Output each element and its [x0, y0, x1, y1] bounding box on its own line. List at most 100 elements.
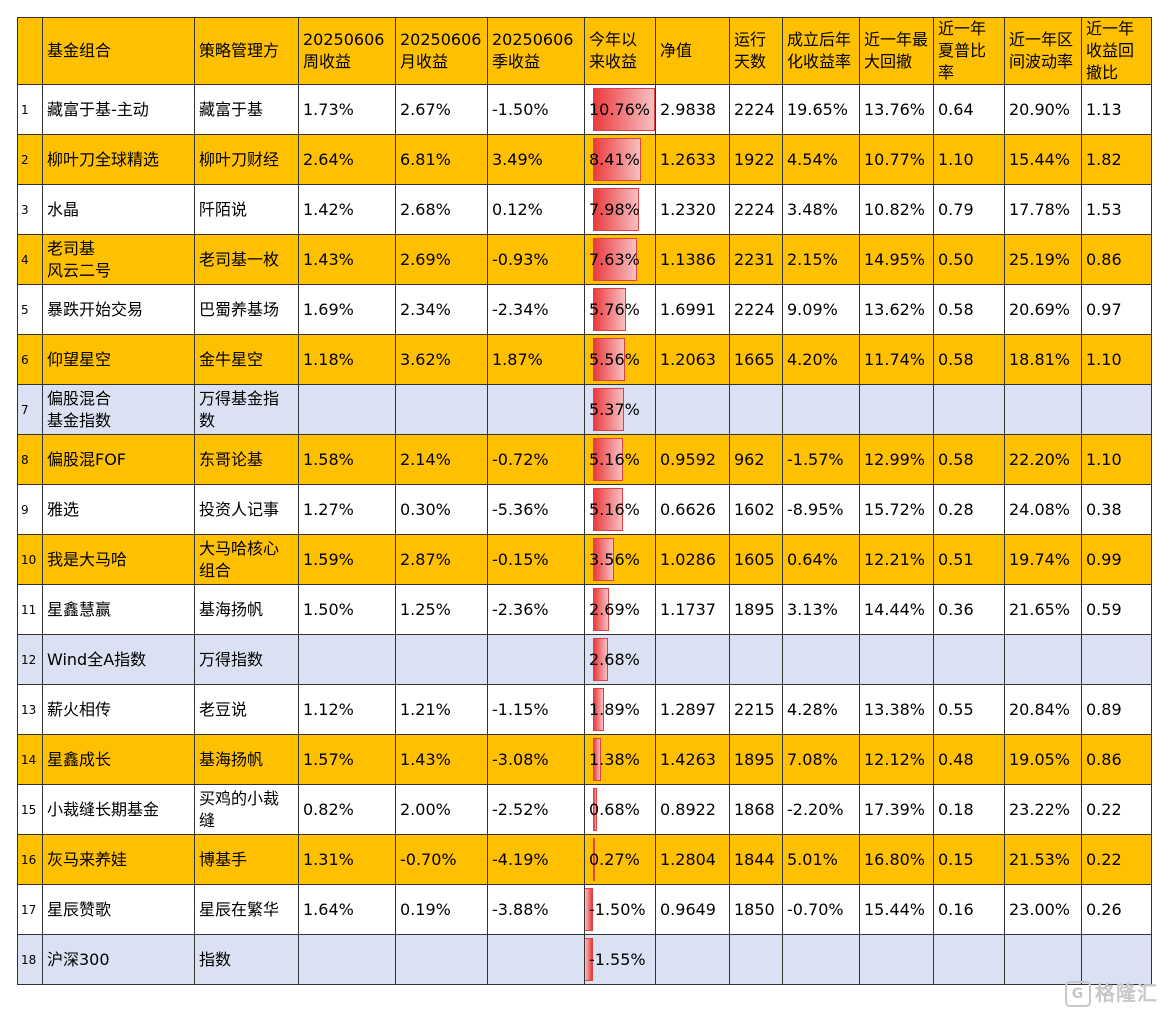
- fund-name: 小裁缝长期基金: [42, 784, 195, 835]
- return-drawdown-ratio: 0.22: [1081, 784, 1152, 835]
- row-index: 11: [17, 584, 43, 635]
- header-run-days: 运行天数: [729, 17, 783, 85]
- manager: 东哥论基: [194, 434, 299, 485]
- ytd-value: 0.27%: [589, 849, 640, 869]
- table-row: 18 沪深300 指数 -1.55%: [17, 934, 1152, 985]
- volatility: [1004, 384, 1082, 435]
- header-ytd-return: 今年以来收益: [584, 17, 656, 85]
- quarter-return: -3.08%: [487, 734, 585, 785]
- ytd-bar: [593, 788, 597, 831]
- manager: 藏富于基: [194, 84, 299, 135]
- max-drawdown: 17.39%: [859, 784, 934, 835]
- week-return: 1.58%: [298, 434, 396, 485]
- ytd-bar: [593, 238, 637, 281]
- week-return: 1.12%: [298, 684, 396, 735]
- fund-name: 柳叶刀全球精选: [42, 134, 195, 185]
- fund-name: 星鑫慧赢: [42, 584, 195, 635]
- run-days: 2224: [729, 84, 783, 135]
- sharpe: 0.64: [933, 84, 1005, 135]
- header-max-drawdown: 近一年最大回撤: [859, 17, 934, 85]
- ytd-return: 7.98%: [584, 184, 656, 235]
- ytd-return: 1.38%: [584, 734, 656, 785]
- table-row: 2 柳叶刀全球精选 柳叶刀财经 2.64% 6.81% 3.49% 8.41% 1.2633 1…: [17, 134, 1152, 185]
- ytd-return: 5.76%: [584, 284, 656, 335]
- return-drawdown-ratio: 0.89: [1081, 684, 1152, 735]
- annualized-return: -2.20%: [782, 784, 860, 835]
- ytd-value: 2.68%: [589, 649, 640, 669]
- nav: [655, 934, 730, 985]
- annualized-return: 9.09%: [782, 284, 860, 335]
- table-row: 9 雅选 投资人记事 1.27% 0.30% -5.36% 5.16% 0.6626 1602-…: [17, 484, 1152, 535]
- volatility: 21.65%: [1004, 584, 1082, 635]
- max-drawdown: 13.38%: [859, 684, 934, 735]
- quarter-return: -2.36%: [487, 584, 585, 635]
- max-drawdown: 11.74%: [859, 334, 934, 385]
- annualized-return: 7.08%: [782, 734, 860, 785]
- annualized-return: [782, 384, 860, 435]
- return-drawdown-ratio: 1.10: [1081, 434, 1152, 485]
- fund-name: 偏股混合 基金指数: [42, 384, 195, 435]
- ytd-return: 2.69%: [584, 584, 656, 635]
- table-row: 12 Wind全A指数 万得指数 2.68%: [17, 634, 1152, 685]
- run-days: 1868: [729, 784, 783, 835]
- row-index: 9: [17, 484, 43, 535]
- manager: 老豆说: [194, 684, 299, 735]
- month-return: 1.43%: [395, 734, 488, 785]
- sharpe: 0.18: [933, 784, 1005, 835]
- table-row: 16 灰马来养娃 博基手 1.31% -0.70% -4.19% 0.27% 1.2804 18…: [17, 834, 1152, 885]
- nav: 0.9592: [655, 434, 730, 485]
- sharpe: 0.58: [933, 284, 1005, 335]
- return-drawdown-ratio: 0.86: [1081, 234, 1152, 285]
- table-row: 7 偏股混合 基金指数 万得基金指数 5.37%: [17, 384, 1152, 435]
- ytd-return: 10.76%: [584, 84, 656, 135]
- sharpe: 0.48: [933, 734, 1005, 785]
- nav: 0.8922: [655, 784, 730, 835]
- month-return: 2.14%: [395, 434, 488, 485]
- max-drawdown: 16.80%: [859, 834, 934, 885]
- month-return: 0.19%: [395, 884, 488, 935]
- ytd-bar: [593, 738, 601, 781]
- header-annualized-return: 成立后年化收益率: [782, 17, 860, 85]
- sharpe: 0.55: [933, 684, 1005, 735]
- ytd-bar: [593, 188, 639, 231]
- fund-name: 偏股混FOF: [42, 434, 195, 485]
- max-drawdown: 13.76%: [859, 84, 934, 135]
- ytd-return: -1.55%: [584, 934, 656, 985]
- fund-name: 星鑫成长: [42, 734, 195, 785]
- header-quarter-return: 20250606季收益: [487, 17, 585, 85]
- volatility: 19.74%: [1004, 534, 1082, 585]
- max-drawdown: 12.12%: [859, 734, 934, 785]
- table-body: 1 藏富于基-主动 藏富于基 1.73% 2.67% -1.50% 10.76% 2.9838…: [17, 84, 1152, 985]
- ytd-value: 7.63%: [589, 249, 640, 269]
- annualized-return: -0.70%: [782, 884, 860, 935]
- sharpe: [933, 934, 1005, 985]
- max-drawdown: 14.95%: [859, 234, 934, 285]
- week-return: 1.31%: [298, 834, 396, 885]
- week-return: 1.73%: [298, 84, 396, 135]
- table-row: 6 仰望星空 金牛星空 1.18% 3.62% 1.87% 5.56% 1.2063 1665 4…: [17, 334, 1152, 385]
- manager: 万得指数: [194, 634, 299, 685]
- header-sharpe: 近一年夏普比率: [933, 17, 1005, 85]
- ytd-bar: [593, 488, 623, 531]
- week-return: [298, 634, 396, 685]
- week-return: 0.82%: [298, 784, 396, 835]
- header-nav: 净值: [655, 17, 730, 85]
- volatility: 19.05%: [1004, 734, 1082, 785]
- month-return: [395, 934, 488, 985]
- annualized-return: 19.65%: [782, 84, 860, 135]
- ytd-bar: [593, 388, 624, 431]
- run-days: 2224: [729, 184, 783, 235]
- return-drawdown-ratio: 1.53: [1081, 184, 1152, 235]
- row-index: 4: [17, 234, 43, 285]
- ytd-value: 2.69%: [589, 599, 640, 619]
- annualized-return: -1.57%: [782, 434, 860, 485]
- quarter-return: -3.88%: [487, 884, 585, 935]
- volatility: 20.84%: [1004, 684, 1082, 735]
- row-index: 15: [17, 784, 43, 835]
- ytd-bar: [593, 88, 655, 131]
- manager: 大马哈核心组合: [194, 534, 299, 585]
- row-index: 18: [17, 934, 43, 985]
- manager: 老司基一枚: [194, 234, 299, 285]
- run-days: 1895: [729, 584, 783, 635]
- week-return: 1.64%: [298, 884, 396, 935]
